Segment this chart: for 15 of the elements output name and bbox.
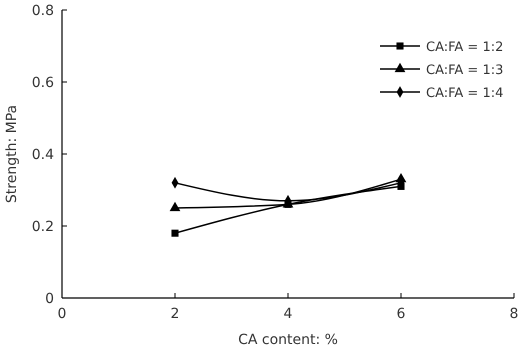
y-tick-label: 0 <box>45 291 54 307</box>
y-axis-title: Strength: MPa <box>4 104 20 204</box>
y-tick-label: 0.6 <box>32 75 54 91</box>
y-tick-label: 0.8 <box>32 3 54 19</box>
x-tick-label: 8 <box>510 306 518 322</box>
y-tick-label: 0.2 <box>32 219 54 235</box>
legend-label: CA:FA = 1:2 <box>426 40 504 55</box>
x-tick-label: 4 <box>284 306 293 322</box>
legend-label: CA:FA = 1:4 <box>426 86 504 101</box>
x-tick-label: 2 <box>170 306 180 322</box>
x-tick-label: 6 <box>396 306 406 322</box>
y-tick-label: 0.4 <box>32 147 54 163</box>
x-axis-title: CA content: % <box>238 332 338 348</box>
legend-label: CA:FA = 1:3 <box>426 63 504 78</box>
x-tick-label: 0 <box>58 306 66 322</box>
